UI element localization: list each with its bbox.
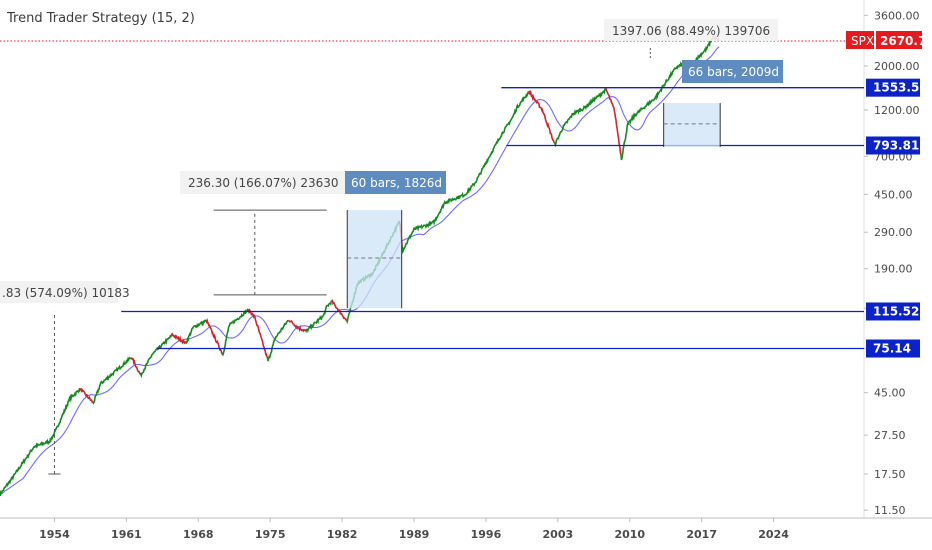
up-trend-segment (0, 388, 81, 497)
level-price-label: 793.81 (873, 138, 919, 152)
up-trend-segment (139, 332, 173, 379)
y-tick-label: 290.00 (874, 226, 913, 239)
annotation-box (604, 19, 778, 41)
annotation-text: 236.30 (166.07%) 23630 (188, 176, 339, 190)
up-trend-segment (304, 300, 333, 334)
x-tick-label: 1954 (39, 528, 70, 541)
x-axis-scale[interactable]: 1954 1961 1968 1975 1982 1989 1996 2003 2010 2017… (0, 517, 932, 541)
down-trend-segment (78, 387, 94, 404)
level-price-tag (866, 339, 920, 358)
annotation-box (0, 280, 118, 303)
study-title: Trend Trader Strategy (15, 2) (7, 11, 195, 26)
y-tick-label: 2000.00 (874, 60, 920, 73)
up-trend-segment (266, 319, 289, 362)
x-tick-label: 2024 (758, 528, 789, 541)
down-trend-segment (130, 357, 141, 375)
level-price-label: 1553.53 (873, 81, 928, 95)
up-trend-segment (620, 60, 687, 161)
annotation-box (345, 171, 446, 194)
annotation-box (180, 171, 345, 194)
y-tick-label: 27.50 (874, 429, 906, 442)
symbol-label: SPX (851, 34, 874, 48)
x-tick-label: 1982 (327, 528, 358, 541)
x-tick-label: 1996 (471, 528, 502, 541)
down-trend-segment (287, 319, 306, 333)
last-price-tag (876, 31, 922, 50)
down-trend-segment (331, 299, 348, 322)
level-price-label: 75.14 (873, 342, 911, 356)
last-price-label: 2670.71 (880, 34, 932, 48)
annotation-text: 66 bars, 2009d (688, 65, 779, 79)
annotation-text: .83 (574.09%) 10183 (2, 286, 130, 300)
up-trend-segment (221, 308, 249, 357)
x-tick-label: 1961 (111, 528, 142, 541)
x-tick-label: 1975 (255, 528, 286, 541)
y-tick-label: 17.50 (874, 468, 906, 481)
y-tick-label: 450.00 (874, 188, 913, 201)
level-price-tag (866, 136, 920, 155)
y-tick-label: 3600.00 (874, 9, 920, 22)
y-tick-label: 45.00 (874, 387, 906, 400)
level-price-tag (866, 78, 920, 97)
y-axis-scale[interactable]: 3600.002000.001200.00700.00450.00290.001… (863, 0, 920, 518)
x-tick-label: 2017 (686, 528, 717, 541)
level-price-tag (866, 302, 920, 321)
x-tick-label: 1989 (399, 528, 430, 541)
date-range-box (663, 103, 721, 148)
up-trend-segment (401, 90, 530, 255)
x-tick-label: 2010 (614, 528, 645, 541)
up-trend-segment (184, 319, 207, 345)
y-tick-label: 190.00 (874, 263, 913, 276)
down-trend-segment (527, 89, 555, 144)
down-trend-segment (605, 87, 622, 156)
level-price-label: 115.52 (873, 304, 919, 318)
x-tick-label: 1968 (183, 528, 214, 541)
date-range-box (347, 210, 402, 309)
down-trend-segment (171, 332, 187, 345)
up-trend-segment (92, 356, 132, 405)
up-trend-segment (553, 88, 606, 148)
annotation-box (682, 60, 783, 83)
y-tick-label: 11.50 (874, 504, 906, 517)
symbol-tag (846, 31, 874, 50)
x-tick-label: 2003 (543, 528, 574, 541)
y-tick-label: 1200.00 (874, 104, 920, 117)
annotation-text: 60 bars, 1826d (351, 176, 442, 190)
annotation-text: 1397.06 (88.49%) 139706 (612, 24, 770, 38)
